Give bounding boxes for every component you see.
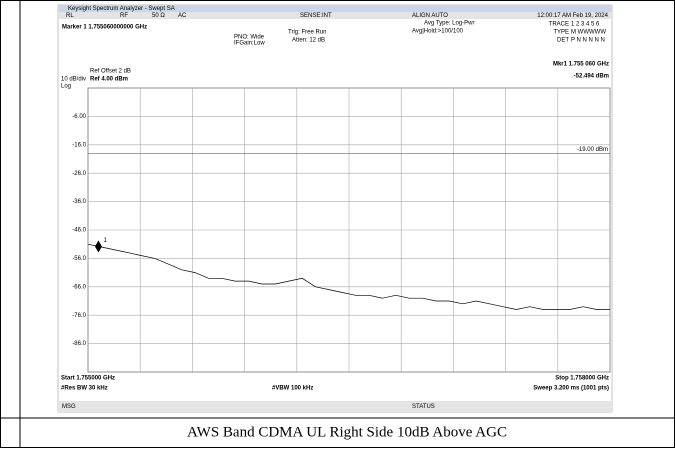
atten: Atten: 12 dB xyxy=(292,38,325,44)
message-bar xyxy=(58,401,612,412)
msg: MSG xyxy=(62,404,76,410)
rl: RL xyxy=(66,13,74,19)
y-tick-label: -36.0 xyxy=(72,199,86,205)
impedance: 50 Ω xyxy=(152,13,165,19)
ref-offset: Ref Offset 2 dB xyxy=(90,69,131,75)
pno: PNO: Wide xyxy=(234,35,265,41)
stop: Stop 1.758000 GHz xyxy=(555,376,609,382)
datetime: 12:00:17 AM Feb 19, 2024 xyxy=(537,13,608,19)
scale: 10 dB/div xyxy=(61,77,86,83)
status-bar xyxy=(58,12,612,19)
mkr-freq: Mkr1 1.755 060 GHz xyxy=(553,62,609,68)
y-tick-label: -46.0 xyxy=(72,228,86,234)
ref-level: Ref 4.00 dBm xyxy=(90,77,128,83)
det-vals: P N N N N N xyxy=(571,38,605,44)
y-tick-label: -56.0 xyxy=(72,256,86,262)
trace xyxy=(87,243,610,310)
marker xyxy=(94,240,102,253)
start: Start 1.755000 GHz xyxy=(61,376,115,382)
det-label: DET xyxy=(557,38,569,44)
log: Log xyxy=(61,84,71,90)
vbw: #VBW 100 kHz xyxy=(272,386,313,392)
trig: Trig: Free Run xyxy=(288,30,326,36)
y-tick-label: -26.0 xyxy=(72,171,86,177)
rbw: #Res BW 30 kHz xyxy=(61,386,108,392)
status: STATUS xyxy=(412,404,435,410)
y-tick-label: -76.0 xyxy=(72,313,86,319)
display-line-label: -19.00 dBm xyxy=(577,147,608,153)
ifgain: IFGain:Low xyxy=(234,41,265,47)
align: ALIGN AUTO xyxy=(412,13,448,19)
title-bar xyxy=(58,5,612,12)
y-tick-label: -86.0 xyxy=(72,341,86,347)
sense: SENSE:INT xyxy=(300,13,332,19)
trace-nums: 1 2 3 4 5 6 xyxy=(571,22,600,28)
marker-number: 1 xyxy=(103,238,107,244)
type-vals: M WWWWW xyxy=(571,30,606,36)
y-tick-label: -16.0 xyxy=(72,142,86,148)
type-label: TYPE xyxy=(553,30,569,36)
sweep: Sweep 3.200 ms (1001 pts) xyxy=(533,386,609,392)
rf: RF xyxy=(120,13,128,19)
window-title: Keysight Spectrum Analyzer - Swept SA xyxy=(68,6,175,12)
y-tick-label: -66.0 xyxy=(72,284,86,290)
coupling: AC xyxy=(178,13,187,19)
caption: AWS Band CDMA UL Right Side 10dB Above A… xyxy=(187,424,507,440)
trace-label: TRACE xyxy=(549,22,569,28)
y-tick-label: -6.00 xyxy=(72,114,86,120)
avg-hold: Avg|Hold:>100/100 xyxy=(412,29,464,35)
avg-type: Avg Type: Log-Pwr xyxy=(424,21,474,27)
mkr-level: -52.494 dBm xyxy=(574,74,609,80)
marker-readout: Marker 1 1.755060000000 GHz xyxy=(62,25,147,31)
